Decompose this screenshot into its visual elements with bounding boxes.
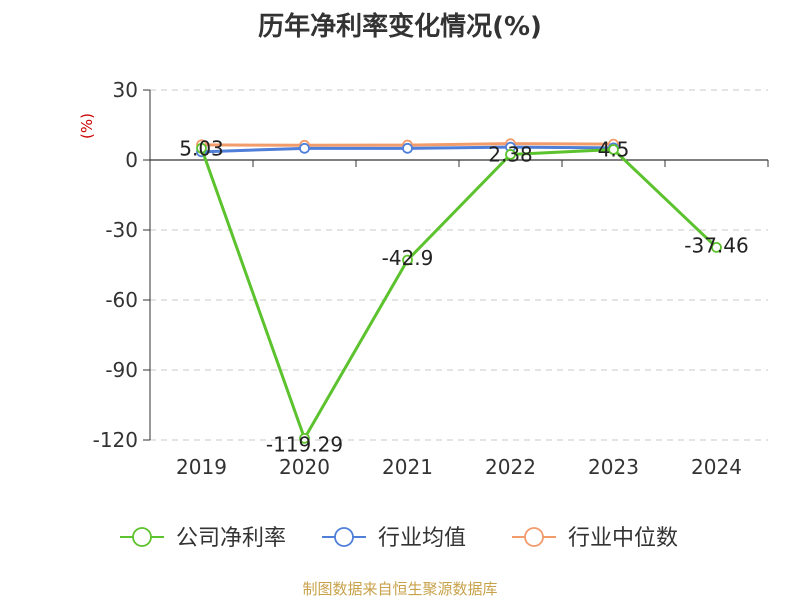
y-tick-label: 0	[125, 148, 138, 172]
x-tick-label: 2022	[485, 455, 536, 479]
x-tick-label: 2023	[588, 455, 639, 479]
data-point	[299, 142, 310, 154]
legend-label: 行业中位数	[568, 526, 678, 551]
data-label: -37.46	[684, 233, 748, 257]
data-labels: 5.03 -119.29 -42.9 2.38 4.5 -37.46	[179, 136, 749, 456]
chart-title: 历年净利率变化情况(%)	[258, 12, 542, 42]
data-label: 2.38	[488, 142, 533, 166]
data-point	[402, 142, 413, 154]
legend-label: 公司净利率	[176, 526, 286, 551]
y-tick-label: -60	[105, 288, 138, 312]
data-point	[402, 254, 413, 266]
grid-lines	[150, 89, 768, 441]
data-label: 4.5	[598, 138, 630, 162]
source-note: 制图数据来自恒生聚源数据库	[302, 580, 498, 598]
axes: 30 0 -30 -60 -90 -120 2019 2020 2021 2022 2023 2024…	[78, 78, 769, 479]
data-point	[196, 142, 207, 154]
x-tick-label: 2021	[382, 455, 433, 479]
legend-marker	[524, 527, 544, 547]
legend-marker	[132, 527, 152, 547]
data-label: -42.9	[382, 246, 434, 270]
x-tick-label: 2020	[279, 455, 330, 479]
y-tick-label: 30	[113, 78, 138, 102]
data-label: -119.29	[266, 432, 343, 456]
x-tick-label: 2024	[691, 455, 742, 479]
data-point	[505, 149, 516, 160]
series-lines	[196, 138, 722, 444]
y-axis-unit: (%)	[78, 113, 96, 139]
data-point	[299, 432, 310, 444]
data-point	[711, 242, 722, 253]
legend-marker	[334, 527, 354, 547]
legend: 公司净利率 行业均值 行业中位数	[120, 526, 678, 551]
data-label: 5.03	[179, 136, 224, 160]
y-tick-label: -90	[105, 358, 138, 382]
series-line	[200, 147, 718, 440]
x-tick-label: 2019	[176, 455, 227, 479]
y-tick-label: -30	[105, 218, 138, 242]
legend-label: 行业均值	[378, 526, 466, 551]
y-tick-label: -120	[93, 428, 138, 452]
data-point	[608, 144, 619, 155]
